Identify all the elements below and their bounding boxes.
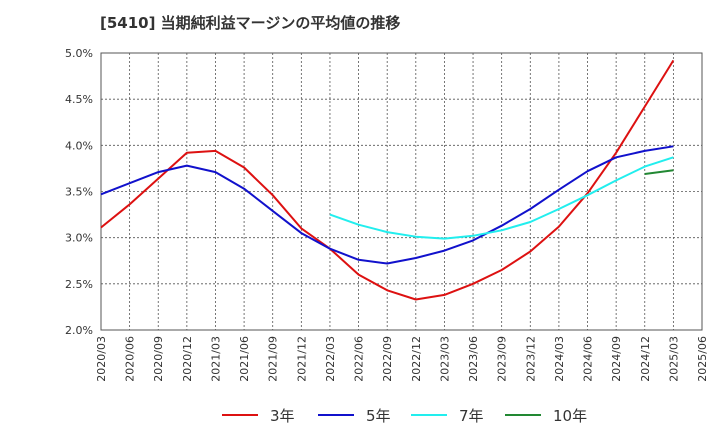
- y-tick-label: 4.0%: [65, 139, 93, 152]
- x-tick-label: 2024/12: [639, 336, 652, 382]
- series-line-4: [644, 169, 674, 175]
- y-axis-ticks: 5.0% 4.5% 4.0% 3.5% 3.0% 2.5% 2.0%: [65, 47, 93, 337]
- y-tick-label: 3.0%: [65, 232, 93, 245]
- series-line-3: [329, 156, 674, 240]
- x-tick-label: 2021/12: [295, 336, 308, 382]
- series-line-1: [100, 59, 675, 301]
- chart-title: [5410] 当期純利益マージンの平均値の推移: [100, 14, 401, 32]
- legend-label: 5年: [366, 406, 391, 425]
- legend-item: 3年: [222, 402, 295, 428]
- x-tick-label: 2023/12: [524, 336, 537, 382]
- legend-swatch: [318, 414, 354, 416]
- legend-item: 7年: [411, 402, 484, 428]
- x-tick-label: 2022/03: [324, 336, 337, 382]
- y-tick-label: 3.5%: [65, 186, 93, 199]
- legend-label: 10年: [553, 406, 588, 425]
- x-tick-label: 2023/06: [467, 336, 480, 382]
- legend: 3年 5年 7年 10年: [0, 402, 720, 428]
- x-tick-label: 2021/03: [209, 336, 222, 382]
- y-tick-label: 2.0%: [65, 324, 93, 337]
- legend-label: 7年: [459, 406, 484, 425]
- legend-label: 3年: [270, 406, 295, 425]
- series-lines: [100, 59, 675, 301]
- x-tick-label: 2022/06: [353, 336, 366, 382]
- legend-swatch: [411, 414, 447, 416]
- legend-item: 5年: [318, 402, 391, 428]
- x-tick-label: 2024/06: [582, 336, 595, 382]
- x-tick-label: 2023/03: [438, 336, 451, 382]
- x-tick-label: 2021/09: [267, 336, 280, 382]
- x-tick-label: 2024/09: [610, 336, 623, 382]
- y-tick-label: 5.0%: [65, 47, 93, 60]
- legend-swatch: [222, 414, 258, 416]
- x-tick-label: 2022/09: [381, 336, 394, 382]
- x-tick-label: 2020/03: [95, 336, 108, 382]
- x-tick-label: 2025/06: [696, 336, 709, 382]
- x-tick-label: 2022/12: [410, 336, 423, 382]
- series-line-2: [100, 145, 674, 265]
- grid: [101, 53, 702, 330]
- x-tick-label: 2021/06: [238, 336, 251, 382]
- x-tick-label: 2020/09: [152, 336, 165, 382]
- legend-item: 10年: [505, 402, 587, 428]
- x-tick-label: 2024/03: [553, 336, 566, 382]
- x-tick-label: 2020/06: [124, 336, 137, 382]
- plot-area: [100, 52, 703, 331]
- x-tick-label: 2023/09: [496, 336, 509, 382]
- y-tick-label: 4.5%: [65, 93, 93, 106]
- x-axis-ticks: 2020/03 2020/06 2020/09 2020/12 2021/03 2021/…: [95, 336, 709, 382]
- y-tick-label: 2.5%: [65, 278, 93, 291]
- x-tick-label: 2020/12: [181, 336, 194, 382]
- legend-swatch: [505, 414, 541, 416]
- x-tick-label: 2025/03: [667, 336, 680, 382]
